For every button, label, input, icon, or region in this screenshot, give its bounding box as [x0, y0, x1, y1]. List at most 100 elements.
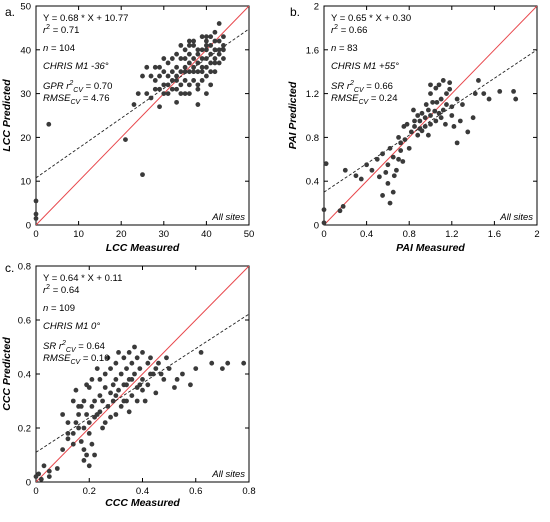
data-point — [460, 102, 465, 107]
data-point — [412, 124, 417, 129]
data-point — [164, 355, 169, 361]
data-point — [423, 102, 429, 107]
data-point — [219, 366, 225, 371]
data-point — [422, 115, 428, 121]
data-point — [92, 398, 97, 404]
y-tick-label: 0 — [26, 478, 31, 489]
data-point — [76, 425, 81, 431]
data-point — [398, 148, 404, 153]
data-point — [457, 118, 463, 124]
x-tick-label: 0 — [33, 229, 38, 240]
data-point — [81, 458, 87, 463]
data-point — [86, 431, 92, 436]
data-point — [118, 404, 124, 409]
data-point — [428, 91, 433, 96]
data-point — [216, 51, 222, 57]
data-point — [400, 159, 406, 164]
data-point — [195, 60, 201, 66]
data-point — [438, 96, 444, 102]
data-point — [174, 78, 179, 83]
site-label: All sites — [211, 212, 245, 223]
data-point — [182, 69, 188, 75]
r2-text: r2 = 0.71 — [43, 24, 79, 36]
data-point — [100, 398, 105, 404]
y-axis-label: LCC Predicted — [1, 79, 13, 152]
regression-line — [324, 49, 537, 193]
y-tick-label: 0.8 — [18, 262, 31, 273]
plot-frame — [35, 5, 250, 226]
data-point — [198, 350, 204, 355]
data-point — [157, 86, 162, 92]
data-point — [195, 69, 201, 75]
data-point — [186, 82, 192, 88]
data-point — [137, 366, 143, 371]
data-point — [38, 476, 44, 482]
data-point — [76, 412, 81, 417]
x-tick-label: 50 — [244, 229, 255, 240]
cv-r2-text: GPR r2CV = 0.70 — [43, 80, 112, 94]
data-point — [430, 99, 436, 105]
n-text: n = 104 — [43, 43, 75, 54]
data-point — [41, 463, 47, 469]
data-point — [156, 360, 161, 366]
data-point — [204, 38, 209, 44]
data-point — [65, 420, 71, 425]
y-tick-label: 1.6 — [306, 45, 319, 56]
data-point — [178, 91, 184, 96]
chart-panel-2: b. 0 0.4 0.8 1.2 1.6 2 0 0.4 0.8 1.2 1.6 2 PAI Measur… — [287, 2, 540, 255]
data-point — [212, 60, 218, 66]
x-tick-label: 40 — [201, 229, 212, 240]
data-point — [102, 371, 108, 377]
data-point — [191, 78, 197, 83]
x-tick-label: 0.6 — [189, 486, 202, 497]
y-tick-label: 0.8 — [306, 133, 319, 144]
data-point — [428, 82, 433, 88]
data-point — [169, 69, 175, 75]
x-tick-label: 0.8 — [242, 486, 255, 497]
data-point — [73, 420, 79, 425]
data-point — [221, 34, 226, 40]
data-point — [199, 47, 205, 53]
data-point — [387, 145, 393, 151]
data-point — [221, 47, 226, 53]
data-point — [208, 43, 214, 48]
data-point — [165, 82, 171, 88]
data-point — [148, 371, 153, 377]
data-point — [432, 108, 438, 114]
data-point — [145, 360, 151, 366]
sensor-text: CHRIS M1 -36° — [43, 61, 109, 72]
x-tick-label: 0 — [33, 486, 38, 497]
data-point — [199, 69, 205, 75]
data-point — [212, 38, 218, 44]
data-point — [433, 85, 439, 91]
data-point — [157, 73, 162, 79]
data-point — [36, 471, 42, 477]
data-point — [191, 64, 197, 70]
data-point — [89, 377, 95, 382]
data-point — [208, 60, 214, 66]
chart-panel-3: c. 0 0.2 0.4 0.6 0.8 0 0.2 0.4 0.6 0.8 CCC Measured… — [1, 261, 256, 509]
data-point — [182, 78, 188, 83]
data-point — [191, 38, 197, 44]
data-point — [212, 47, 218, 53]
n-text: n = 83 — [331, 43, 358, 54]
sensor-text: CHRIS M1 +55° — [331, 61, 399, 72]
data-point — [195, 47, 201, 53]
data-point — [182, 91, 188, 96]
data-point — [188, 382, 193, 388]
x-axis-label: CCC Measured — [105, 497, 180, 509]
data-point — [70, 441, 76, 447]
data-point — [140, 377, 145, 382]
x-tick-label: 0.4 — [136, 486, 149, 497]
data-point — [408, 129, 414, 135]
data-point — [438, 115, 444, 121]
data-point — [434, 99, 440, 105]
data-point — [165, 73, 171, 79]
data-point — [454, 96, 460, 102]
data-point — [46, 474, 52, 479]
data-point — [118, 371, 124, 377]
data-point — [358, 176, 364, 182]
data-point — [380, 151, 385, 157]
data-point — [132, 371, 137, 377]
data-point — [124, 382, 129, 388]
